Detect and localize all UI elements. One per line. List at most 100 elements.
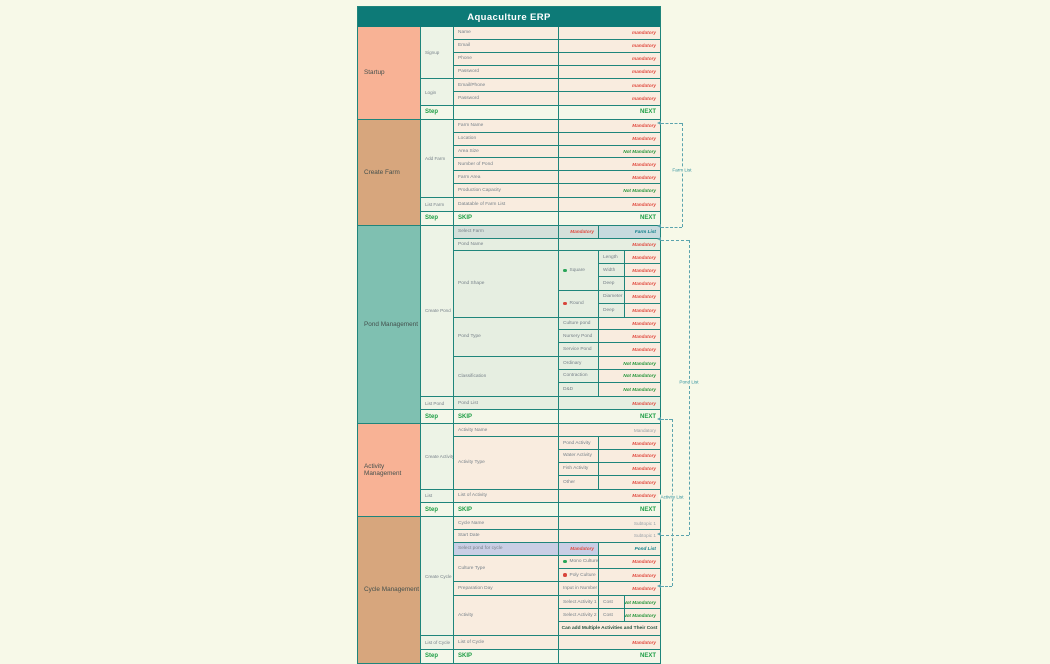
status-mandatory: mandatory xyxy=(559,52,660,65)
skip-button: SKIP xyxy=(454,410,559,424)
group-create-cycle: Create Cycle Cycle Name Subtopic 1 Start Da… xyxy=(421,517,660,636)
skip-button: SKIP xyxy=(454,211,559,225)
next-button: NEXT xyxy=(639,653,656,660)
diagram-title-bar: Aquaculture ERP xyxy=(358,7,660,27)
option-label-pond-activity: Pond Activity xyxy=(559,437,599,449)
diagram-table: Startup Signup Name mandatory Email mandatory… xyxy=(358,27,660,663)
status-mandatory: Mandatory xyxy=(625,251,660,264)
status-mandatory: Mandatory xyxy=(559,542,599,555)
status-mandatory: Mandatory xyxy=(559,238,660,251)
option-ordinary: Ordinary Not Mandatory xyxy=(559,357,660,370)
section-label-create-farm: Create Farm xyxy=(358,119,421,225)
options-preparation-day: Input in Number Mandatory xyxy=(559,582,660,596)
option-input-in-number: Input in Number Mandatory xyxy=(559,582,660,596)
status-subtopic-1: Subtopic 1 xyxy=(559,530,660,542)
option-text-water-activity: Water Activity xyxy=(563,453,592,459)
field-row-farm-area: Farm Area Mandatory xyxy=(454,171,660,185)
options-pond-type: Culture pond Mandatory Nursery Pond Mandato… xyxy=(559,317,660,357)
field-datatable-of-farm-list: Datatable of Farm List xyxy=(454,197,559,211)
status-mandatory: Mandatory xyxy=(559,424,660,437)
variant-items-square: Length Mandatory Width Mandatory Deep Mandato… xyxy=(599,251,660,290)
option-text-d-d: D&D xyxy=(563,386,574,392)
option-label-nursery-pond: Nursery Pond xyxy=(559,330,599,343)
option-water-activity: Water Activity Mandatory xyxy=(559,450,660,463)
section-cycle-management: Cycle Management Create Cycle Cycle Name Su… xyxy=(358,517,660,663)
field-activity-name: Activity Name xyxy=(454,424,559,437)
step-label: Step xyxy=(421,106,454,119)
poly-culture-dot-icon xyxy=(563,573,567,577)
next-button: NEXT xyxy=(639,413,656,420)
status-mandatory: Mandatory xyxy=(559,171,660,184)
bracket-activity-list-line xyxy=(661,586,672,587)
next-button: NEXT xyxy=(639,506,656,513)
option-text-ordinary: Ordinary xyxy=(563,360,582,366)
option-row-pond-type: Pond Type Culture pond Mandatory Nursery Po… xyxy=(454,317,660,358)
field-pond-list: Pond List xyxy=(454,396,559,410)
next-button: NEXT xyxy=(639,109,656,116)
bracket-farm-list-line xyxy=(661,226,682,228)
status-mandatory: Mandatory xyxy=(625,303,660,317)
field-pond-name: Pond Name xyxy=(454,238,559,251)
option-label-input-in-number: Input in Number xyxy=(559,582,599,596)
bracket-pond-list-label: Pond List xyxy=(677,379,701,385)
activity-select-select-activity-1: Select Activity 1 xyxy=(559,596,599,609)
group-label-create-pond: Create Pond xyxy=(421,225,454,396)
field-row-farm-name: Farm Name Mandatory xyxy=(454,119,660,133)
group-list-farm: List Farm Datatable of Farm List Mandatory xyxy=(421,197,660,212)
step-label: Step xyxy=(421,410,454,424)
section-label-activity-management: Activity Management xyxy=(358,424,421,517)
activity-select-select-activity-2: Select Activity 2 xyxy=(559,609,599,621)
status-mandatory: Mandatory xyxy=(559,158,660,171)
diagram-title: Aquaculture ERP xyxy=(467,11,551,23)
bracket-farm-list-line xyxy=(682,123,683,227)
group-rows-signup: Name mandatory Email mandatory Phone mandator… xyxy=(454,27,660,79)
option-text-pond-activity: Pond Activity xyxy=(563,440,591,446)
measure-label-deep: Deep xyxy=(599,303,625,317)
status-mandatory: Mandatory xyxy=(559,489,660,503)
bracket-activity-list-line xyxy=(661,419,672,420)
skip-button: SKIP xyxy=(454,649,559,663)
status-mandatory: Mandatory xyxy=(599,317,660,330)
option-service-pond: Service Pond Mandatory xyxy=(559,343,660,357)
option-text-contraction: Contraction xyxy=(563,373,588,379)
status-mandatory: Mandatory xyxy=(599,582,660,596)
measure-deep: Deep Mandatory xyxy=(599,277,660,290)
bracket-pond-list-arrow-icon xyxy=(657,237,661,241)
status-mandatory: Mandatory xyxy=(599,437,660,449)
group-rows-login: Email/Phone mandatory Password mandatory xyxy=(454,79,660,106)
status-not-mandatory: Not Mandatory xyxy=(559,145,660,158)
next-button: NEXT xyxy=(639,215,656,222)
option-row-preparation-day: Preparation Day Input in Number Mandatory xyxy=(454,582,660,597)
reference-pond-list: Pond List xyxy=(599,542,660,555)
status-not-mandatory: Not Mandatory xyxy=(599,382,660,396)
bracket-pond-list-line xyxy=(661,239,689,241)
group-label-signup: Signup xyxy=(421,27,454,79)
field-preparation-day: Preparation Day xyxy=(454,582,559,596)
option-poly-culture: Poly Culture Mandatory xyxy=(559,568,660,582)
field-row-name: Name mandatory xyxy=(454,27,660,40)
option-row-activity-type: Activity Type Pond Activity Mandatory Water… xyxy=(454,437,660,489)
option-culture-pond: Culture pond Mandatory xyxy=(559,317,660,331)
measure-diameter: Diameter Mandatory xyxy=(599,290,660,304)
option-label-water-activity: Water Activity xyxy=(559,450,599,462)
measure-label-deep: Deep xyxy=(599,277,625,290)
variant-text-round: Round xyxy=(569,301,584,307)
round-dot-icon xyxy=(563,301,567,306)
status-mandatory: mandatory xyxy=(559,27,660,39)
field-row-start-date: Start Date Subtopic 1 xyxy=(454,530,660,543)
group-rows-list-farm: Datatable of Farm List Mandatory xyxy=(454,197,660,211)
option-fish-activity: Fish Activity Mandatory xyxy=(559,462,660,476)
section-content-cycle-management: Create Cycle Cycle Name Subtopic 1 Start Da… xyxy=(421,517,660,663)
group-rows-list: List of Activity Mandatory xyxy=(454,489,660,503)
field-number-of-pond: Number of Pond xyxy=(454,158,559,171)
measure-label-length: Length xyxy=(599,251,625,264)
group-label-list: List xyxy=(421,489,454,503)
activity-note: Can add Multiple Activities and Their Co… xyxy=(559,621,660,635)
section-content-pond-management: Create Pond Select Farm Mandatory Farm List… xyxy=(421,225,660,424)
options-activity-type: Pond Activity Mandatory Water Activity Mand… xyxy=(559,437,660,489)
status-subtopic-1: Subtopic 1 xyxy=(559,517,660,530)
status-mandatory: Mandatory xyxy=(559,635,660,649)
group-create-activity: Create Activity Activity Name Mandatory Act… xyxy=(421,424,660,490)
step-row-activity-management: Step SKIP NEXT xyxy=(421,503,660,517)
step-row-create-farm: Step SKIP NEXT xyxy=(421,211,660,225)
